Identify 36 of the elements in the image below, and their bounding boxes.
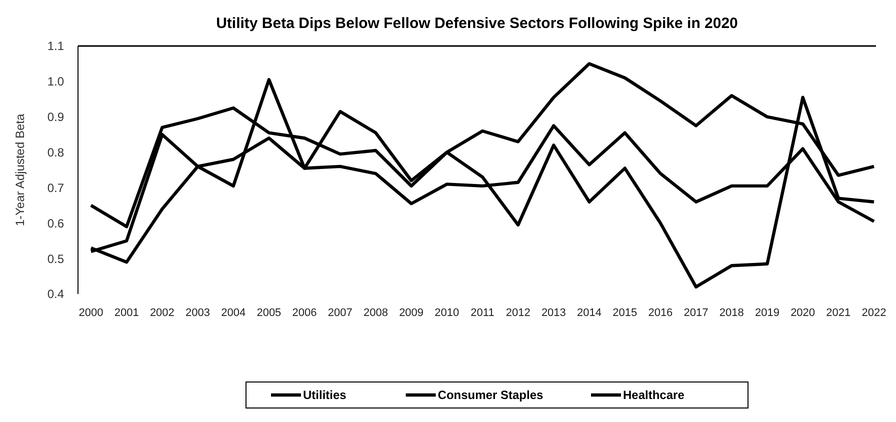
x-tick-label: 2006 <box>292 307 317 319</box>
x-tick-label: 2003 <box>186 307 210 319</box>
y-tick-label: 1.1 <box>47 39 64 54</box>
legend-label: Utilities <box>303 388 347 402</box>
x-tick-label: 2002 <box>150 307 174 319</box>
y-tick-label: 0.5 <box>47 252 64 266</box>
x-tick-label: 2012 <box>506 307 530 319</box>
x-tick-label: 2019 <box>754 307 780 319</box>
y-tick-label: 0.9 <box>47 110 64 124</box>
x-tick-label: 2021 <box>826 307 851 319</box>
legend-label: Healthcare <box>623 388 685 402</box>
y-tick-label: 1.0 <box>47 74 64 89</box>
x-tick-label: 2011 <box>470 307 494 319</box>
y-tick-label: 0.6 <box>47 216 64 230</box>
x-tick-label: 2017 <box>684 307 708 319</box>
x-tick-label: 2010 <box>434 307 460 319</box>
x-tick-label: 2016 <box>648 307 673 319</box>
x-tick-label: 2014 <box>577 307 602 319</box>
x-tick-label: 2022 <box>862 307 886 319</box>
x-tick-label: 2015 <box>612 307 638 319</box>
x-tick-label: 2007 <box>328 307 352 319</box>
x-tick-label: 2018 <box>719 307 744 319</box>
x-tick-label: 2020 <box>790 307 816 319</box>
x-tick-label: 2001 <box>114 307 139 319</box>
x-tick-label: 2000 <box>78 307 104 319</box>
x-tick-label: 2005 <box>256 307 282 319</box>
x-tick-label: 2008 <box>363 307 388 319</box>
y-axis-title: 1-Year Adjusted Beta <box>13 114 27 226</box>
y-tick-label: 0.8 <box>47 145 64 160</box>
y-tick-label: 0.7 <box>47 180 64 195</box>
chart-title: Utility Beta Dips Below Fellow Defensive Sectors Following Spike in 2020 <box>216 15 738 32</box>
y-tick-label: 0.4 <box>47 287 64 302</box>
x-tick-label: 2009 <box>399 307 424 319</box>
x-tick-label: 2013 <box>541 307 566 319</box>
legend-label: Consumer Staples <box>438 388 544 402</box>
x-tick-label: 2004 <box>221 307 246 319</box>
